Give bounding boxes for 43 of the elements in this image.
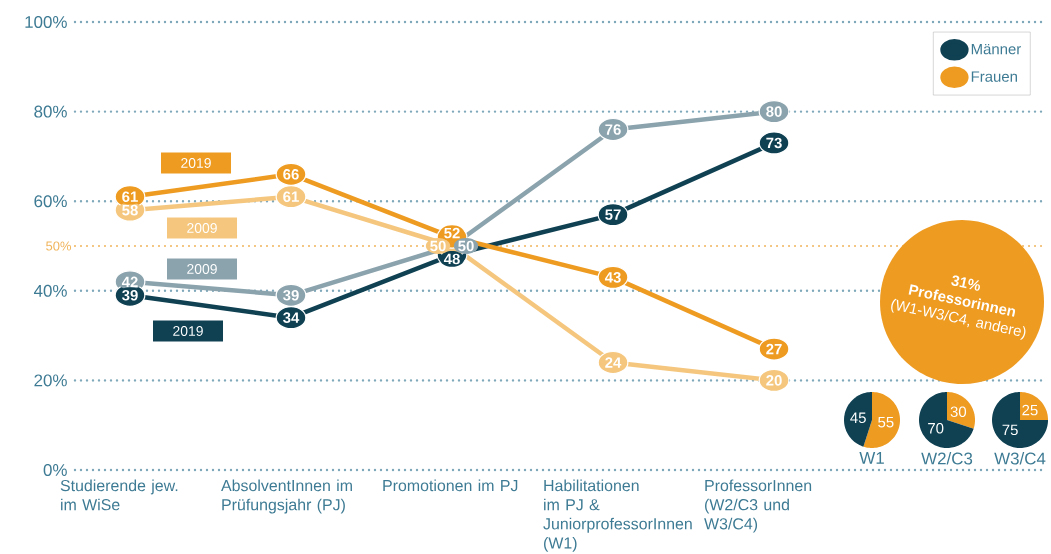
text: W3/C4: [994, 452, 1046, 465]
annotation: 2009: [187, 264, 217, 274]
data-label: 57: [605, 209, 621, 220]
x-tick-label: AbsolventInnen im Prüfungsjahr (PJ): [221, 479, 352, 514]
x-tick-label: Habilitationen im PJ & JuniorprofessorInnen (W1): [543, 479, 692, 552]
annotation: 2019: [181, 158, 211, 168]
data-label: 39: [122, 289, 138, 301]
data-label: 80: [766, 106, 782, 117]
data-label: 27: [766, 343, 782, 355]
data-label: 25: [1022, 404, 1038, 416]
y-tick-label: 40%: [33, 284, 67, 297]
data-label: 66: [283, 169, 299, 180]
y-tick-label: 60%: [34, 195, 67, 208]
data-label: 45: [850, 412, 866, 424]
data-label: 55: [878, 416, 894, 428]
y-tick-label: 80%: [34, 105, 67, 118]
legend-label: Frauen: [971, 71, 1017, 82]
text: W2/C3: [921, 452, 973, 465]
annotation: 2019: [173, 326, 203, 336]
data-label: 30: [950, 406, 967, 418]
data-label: 20: [766, 375, 782, 386]
x-tick-label: ProfessorInnen (W2/C3 und W3/C4): [704, 479, 812, 533]
data-label: 61: [122, 191, 138, 202]
data-label: 39: [283, 289, 299, 301]
x-tick-label: Studierende jew. im WiSe: [60, 479, 178, 511]
text: W1: [859, 452, 884, 464]
annotation: 2009: [187, 223, 217, 233]
data-label: 73: [766, 137, 782, 149]
data-label: 70: [928, 422, 944, 434]
data-label: 61: [283, 191, 299, 202]
data-label: 75: [1002, 424, 1018, 436]
x-tick-label: Promotionen im PJ: [383, 479, 518, 492]
data-label: 76: [605, 124, 621, 135]
y-tick-label: 0%: [43, 464, 67, 476]
data-label: 58: [122, 204, 138, 216]
data-label: 34: [283, 312, 300, 323]
data-label: 42: [121, 276, 138, 288]
data-label: 43: [604, 272, 621, 283]
legend-label: Männer: [971, 43, 1021, 55]
data-label: 24: [605, 357, 622, 368]
ref-line-label: 50%: [46, 241, 72, 251]
y-tick-label: 100%: [25, 16, 67, 28]
y-tick-label: 20%: [34, 374, 67, 387]
